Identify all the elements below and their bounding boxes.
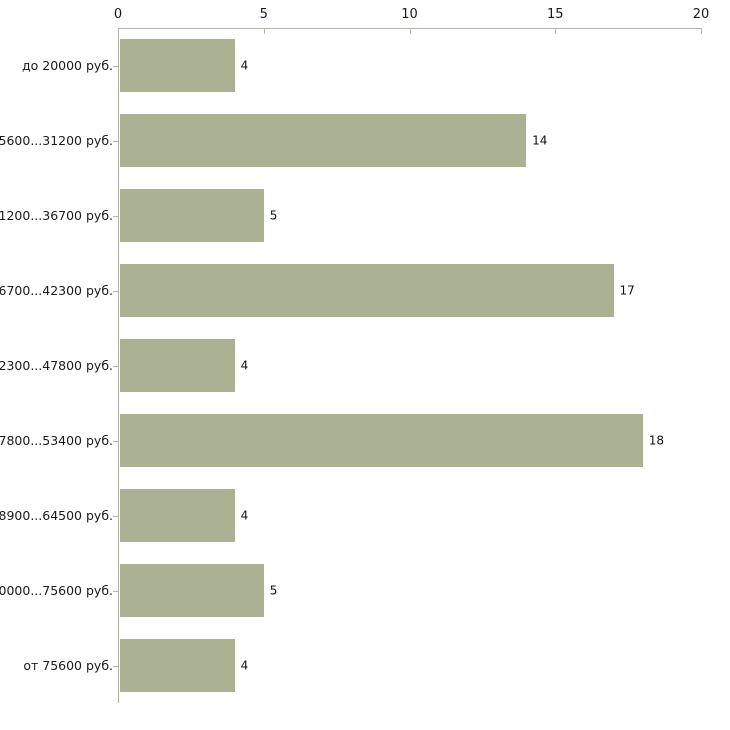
y-tick-mark [113,141,118,142]
y-tick-mark [113,441,118,442]
category-label: от 75600 руб. [23,657,113,673]
category-label: 70000...75600 руб. [0,582,113,598]
bar [120,564,264,617]
category-label: 47800...53400 руб. [0,432,113,448]
bar-value-label: 18 [648,433,664,447]
bar-value-label: 4 [240,358,249,372]
category-label: 31200...36700 руб. [0,207,113,223]
y-tick-mark [113,366,118,367]
bar-value-label: 4 [240,658,249,672]
bar [120,339,235,392]
y-axis-line [118,28,119,703]
bar [120,414,643,467]
x-tick-label: 0 [113,7,123,22]
x-tick-mark [555,28,557,34]
category-label: 42300...47800 руб. [0,357,113,373]
y-tick-mark [113,66,118,67]
y-tick-mark [113,516,118,517]
bar-value-label: 4 [240,58,249,72]
bar-value-label: 17 [619,283,635,297]
bar [120,639,235,692]
bar-value-label: 5 [269,583,278,597]
bar [120,114,527,167]
bar [120,39,235,92]
x-tick-mark [263,28,265,34]
x-tick-label: 20 [692,7,710,22]
y-tick-mark [113,591,118,592]
bar [120,264,614,317]
category-label: 36700...42300 руб. [0,282,113,298]
y-tick-mark [113,666,118,667]
bar [120,189,264,242]
x-tick-label: 5 [259,7,268,22]
x-tick-label: 15 [546,7,564,22]
x-tick-label: 10 [401,7,418,22]
x-tick-mark [409,28,411,34]
bar [120,489,235,542]
y-tick-mark [113,291,118,292]
bar-value-label: 5 [269,208,278,222]
category-label: до 20000 руб. [21,57,113,73]
bar-value-label: 14 [532,133,548,147]
y-tick-mark [113,216,118,217]
bar-value-label: 4 [240,508,249,522]
category-label: 25600...31200 руб. [0,132,113,148]
x-tick-mark [701,28,702,34]
x-tick-mark [118,28,119,34]
category-label: 58900...64500 руб. [0,507,113,523]
